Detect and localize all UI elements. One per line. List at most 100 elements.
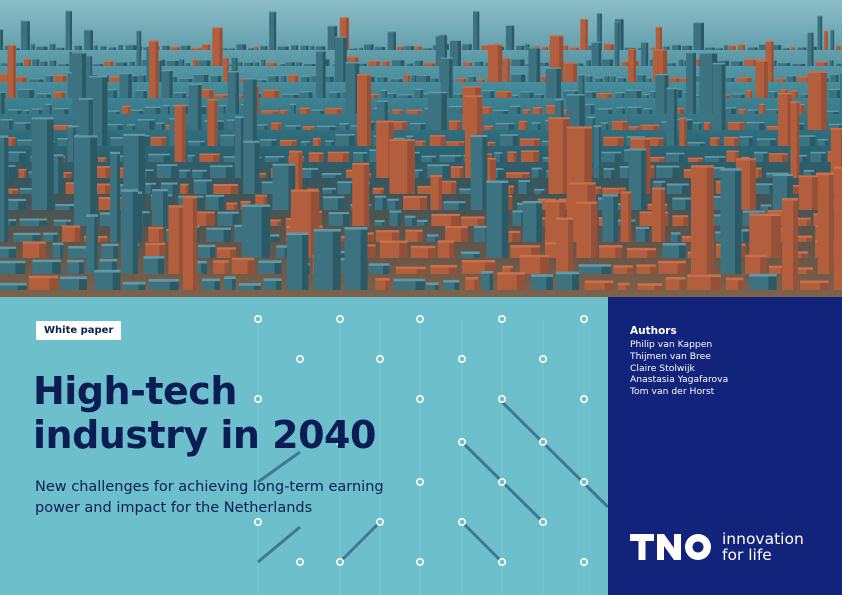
city-block [446, 142, 465, 146]
city-block-top [160, 182, 178, 185]
city-block [304, 64, 316, 66]
city-block [150, 138, 167, 146]
city-block [0, 201, 27, 210]
city-block [496, 92, 512, 98]
city-block-shadow [840, 129, 842, 194]
city-block-top [100, 45, 107, 47]
city-block-shadow [123, 62, 128, 66]
city-block-shadow [774, 92, 777, 98]
city-block [199, 155, 220, 162]
city-block-shadow [143, 91, 147, 98]
city-block [738, 110, 747, 114]
city-block-top [295, 168, 318, 170]
city-block [185, 63, 190, 66]
city-block [417, 75, 431, 82]
city-block-shadow [674, 89, 678, 146]
city-block-shadow [533, 140, 540, 146]
city-block-top [747, 46, 758, 48]
city-block-top [481, 45, 491, 46]
city-block [0, 285, 27, 290]
city-block-shadow [339, 253, 348, 258]
city-block-top [793, 235, 813, 238]
city-block-top [492, 109, 508, 112]
city-block-top [678, 58, 683, 60]
city-block-top [465, 276, 479, 280]
city-block [693, 23, 704, 50]
city-block-top [791, 154, 808, 157]
city-block-top [199, 153, 220, 156]
city-block-shadow [546, 276, 553, 290]
city-block-top [510, 245, 541, 248]
city-block-top [256, 124, 268, 126]
city-block [829, 60, 834, 66]
city-block-shadow [529, 92, 534, 98]
pattern-node [415, 478, 424, 487]
city-block [108, 47, 117, 50]
city-block-top [328, 212, 350, 215]
city-block [136, 31, 142, 66]
city-block-top [833, 166, 842, 170]
city-block-shadow [700, 23, 704, 50]
city-block-top [192, 59, 198, 61]
city-block-top [582, 91, 597, 93]
city-block [600, 123, 609, 130]
city-block-shadow [302, 235, 309, 290]
city-block-top [693, 22, 704, 24]
city-block-shadow [488, 107, 492, 114]
city-block [14, 123, 31, 130]
city-block [614, 22, 620, 66]
city-block [325, 141, 334, 146]
city-block [110, 154, 120, 242]
city-block-top [821, 110, 839, 112]
city-block-top [739, 136, 753, 138]
city-block-shadow [615, 247, 623, 258]
city-block-shadow [490, 159, 496, 194]
city-block-top [497, 272, 525, 275]
city-block-top [703, 121, 711, 124]
city-block-shadow [482, 137, 488, 210]
city-block-top [800, 93, 808, 95]
city-block-top [666, 183, 689, 186]
city-block-top [0, 246, 16, 249]
city-block [638, 48, 642, 50]
city-block-shadow [163, 155, 171, 162]
city-block-top [17, 139, 38, 142]
city-block-shadow [336, 109, 342, 114]
city-block [295, 62, 302, 66]
city-block-shadow [811, 32, 814, 66]
city-block-top [109, 76, 124, 78]
city-block-shadow [417, 110, 422, 114]
city-block-top [663, 45, 670, 47]
city-block [597, 109, 613, 114]
city-block-shadow [497, 169, 504, 178]
city-block [637, 285, 662, 290]
city-block-shadow [662, 50, 668, 82]
city-block [643, 109, 652, 114]
city-block-top [650, 90, 656, 92]
city-block-shadow [58, 156, 64, 194]
city-block-top [600, 122, 609, 124]
city-block-top [512, 210, 525, 213]
city-block-shadow [820, 16, 823, 50]
city-block-shadow [526, 182, 531, 194]
city-block-top [652, 187, 665, 190]
city-block-top [247, 47, 254, 49]
city-block-shadow [793, 186, 800, 194]
city-block [502, 268, 513, 274]
city-block-top [742, 210, 766, 213]
city-block-top [372, 187, 384, 190]
city-block-shadow [579, 95, 585, 146]
city-block-shadow [414, 75, 417, 82]
city-block-shadow [243, 44, 247, 50]
city-block [766, 127, 784, 130]
city-block-top [387, 92, 397, 94]
city-block [689, 76, 704, 82]
city-block-shadow [801, 105, 805, 114]
city-block-shadow [271, 140, 277, 146]
city-block [468, 76, 476, 82]
city-block [522, 110, 531, 114]
city-block [0, 63, 14, 66]
city-block [101, 246, 119, 258]
city-block-shadow [678, 89, 682, 98]
city-block-shadow [257, 47, 259, 50]
